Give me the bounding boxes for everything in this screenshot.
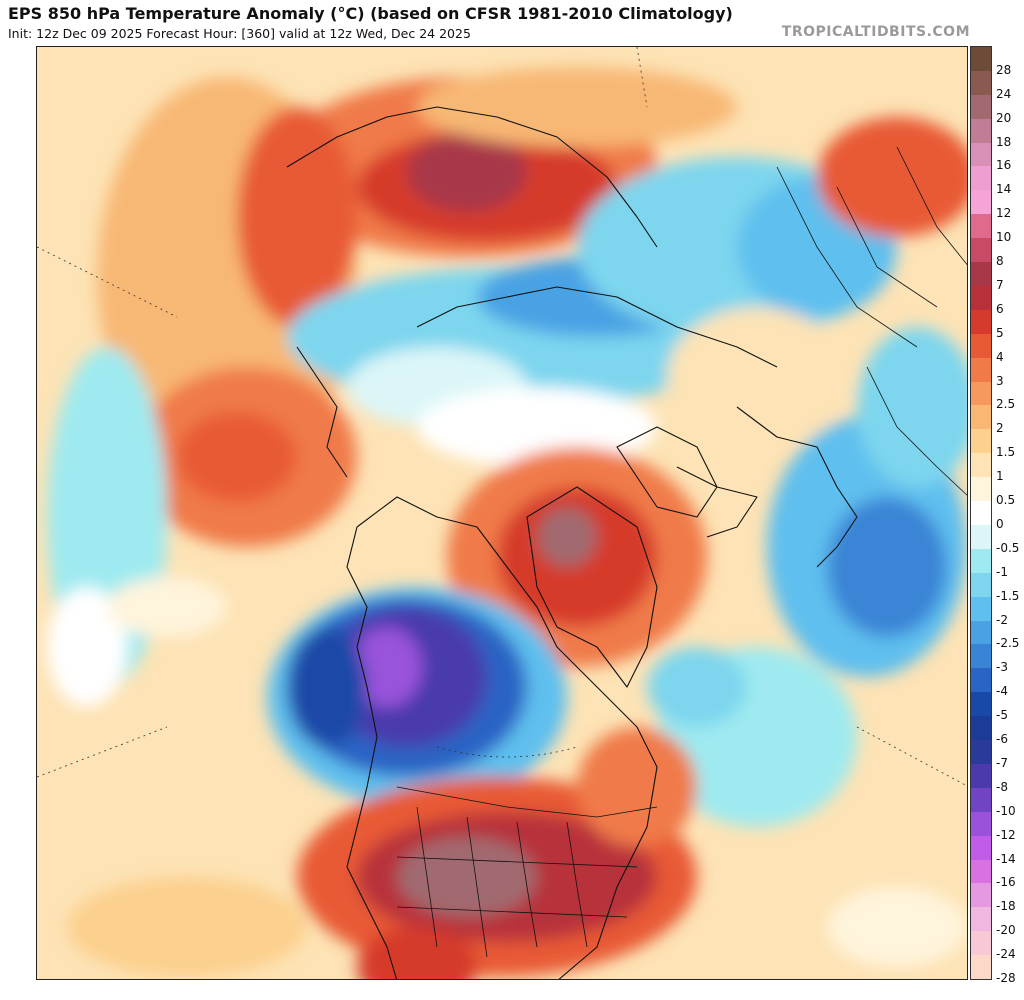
color-scale-label: -18 — [996, 899, 1016, 914]
color-scale-swatch — [971, 142, 991, 167]
graticule — [37, 47, 967, 787]
color-scale-label: -1.5 — [996, 588, 1020, 603]
color-scale-label: 2 — [996, 421, 1004, 436]
color-scale-label: 24 — [996, 86, 1012, 101]
color-scale-label: 1 — [996, 469, 1004, 484]
color-scale-swatch — [971, 644, 991, 669]
color-scale-label: -28 — [996, 971, 1016, 985]
color-scale-swatch — [971, 214, 991, 239]
color-scale-label: 18 — [996, 134, 1012, 149]
color-scale-label: 5 — [996, 325, 1004, 340]
color-scale-label: -3 — [996, 660, 1008, 675]
color-scale-swatch — [971, 381, 991, 406]
color-scale-label: -12 — [996, 827, 1016, 842]
color-scale-label: 20 — [996, 110, 1012, 125]
site-watermark[interactable]: TROPICALTIDBITS.COM — [781, 24, 970, 40]
color-scale-swatch — [971, 716, 991, 741]
political-borders — [396, 146, 967, 958]
color-scale-swatch — [971, 859, 991, 884]
color-scale-swatch — [971, 835, 991, 860]
color-scale-swatch — [971, 262, 991, 287]
color-scale-swatch — [971, 883, 991, 908]
color-scale-bar — [970, 46, 992, 980]
color-scale-label: -20 — [996, 923, 1016, 938]
color-scale-label: -2 — [996, 612, 1008, 627]
coastlines — [286, 106, 858, 979]
color-scale-swatch — [971, 333, 991, 359]
color-scale-label: -5 — [996, 708, 1008, 723]
color-scale-label: -16 — [996, 875, 1016, 890]
color-scale-swatch — [971, 740, 991, 765]
color-scale-swatch — [971, 620, 991, 645]
color-scale-label: -4 — [996, 684, 1008, 699]
anomaly-map-canvas — [37, 47, 967, 979]
color-scale-label: 7 — [996, 277, 1004, 292]
color-scale-swatch — [971, 596, 991, 622]
color-scale-swatch — [971, 285, 991, 311]
anomaly-map — [36, 46, 968, 980]
anomaly-field — [47, 67, 967, 979]
chart-title: EPS 850 hPa Temperature Anomaly (°C) (ba… — [8, 4, 733, 23]
color-scale-swatch — [971, 70, 991, 96]
color-scale-label: -6 — [996, 732, 1008, 747]
color-scale-label: -10 — [996, 803, 1016, 818]
color-scale-swatch — [971, 190, 991, 215]
color-scale-label: -1 — [996, 564, 1008, 579]
color-scale-label: -24 — [996, 947, 1016, 962]
color-scale-swatch — [971, 94, 991, 120]
color-scale-swatch — [971, 931, 991, 956]
color-scale-swatch — [971, 524, 991, 550]
color-scale-label: 0 — [996, 516, 1004, 531]
chart-subtitle: Init: 12z Dec 09 2025 Forecast Hour: [36… — [8, 26, 471, 41]
color-scale-label: 4 — [996, 349, 1004, 364]
color-scale-swatch — [971, 118, 991, 144]
color-scale-label: 16 — [996, 158, 1012, 173]
color-scale-label: 0.5 — [996, 493, 1016, 508]
color-scale-label: 10 — [996, 230, 1012, 245]
color-scale-swatch — [971, 572, 991, 598]
color-scale-swatch — [971, 429, 991, 454]
color-scale-label: 2.5 — [996, 397, 1016, 412]
color-scale-swatch — [971, 955, 991, 980]
color-scale-label: 28 — [996, 62, 1012, 77]
color-scale-swatch — [971, 548, 991, 574]
color-scale-swatch — [971, 166, 991, 191]
color-scale-label: 6 — [996, 301, 1004, 316]
color-scale-swatch — [971, 309, 991, 335]
color-scale-label: 12 — [996, 206, 1012, 221]
color-scale-swatch — [971, 907, 991, 932]
color-scale-swatch — [971, 405, 991, 430]
color-scale-swatch — [971, 47, 991, 72]
color-scale-swatch — [971, 692, 991, 717]
color-scale-swatch — [971, 357, 991, 383]
color-scale-label: -7 — [996, 755, 1008, 770]
color-scale-swatch — [971, 238, 991, 263]
color-scale-swatch — [971, 763, 991, 789]
color-scale-swatch — [971, 477, 991, 502]
color-scale-label: -8 — [996, 779, 1008, 794]
color-scale-swatch — [971, 668, 991, 693]
color-scale-swatch — [971, 501, 991, 526]
color-scale-label: -2.5 — [996, 636, 1020, 651]
color-scale-swatch — [971, 811, 991, 837]
color-scale-label: 3 — [996, 373, 1004, 388]
color-scale-swatch — [971, 453, 991, 478]
color-scale-label: -0.5 — [996, 540, 1020, 555]
color-scale-label: 14 — [996, 182, 1012, 197]
color-scale-swatch — [971, 787, 991, 813]
color-scale-label: 8 — [996, 254, 1004, 269]
color-scale-label: -14 — [996, 851, 1016, 866]
color-scale-label: 1.5 — [996, 445, 1016, 460]
